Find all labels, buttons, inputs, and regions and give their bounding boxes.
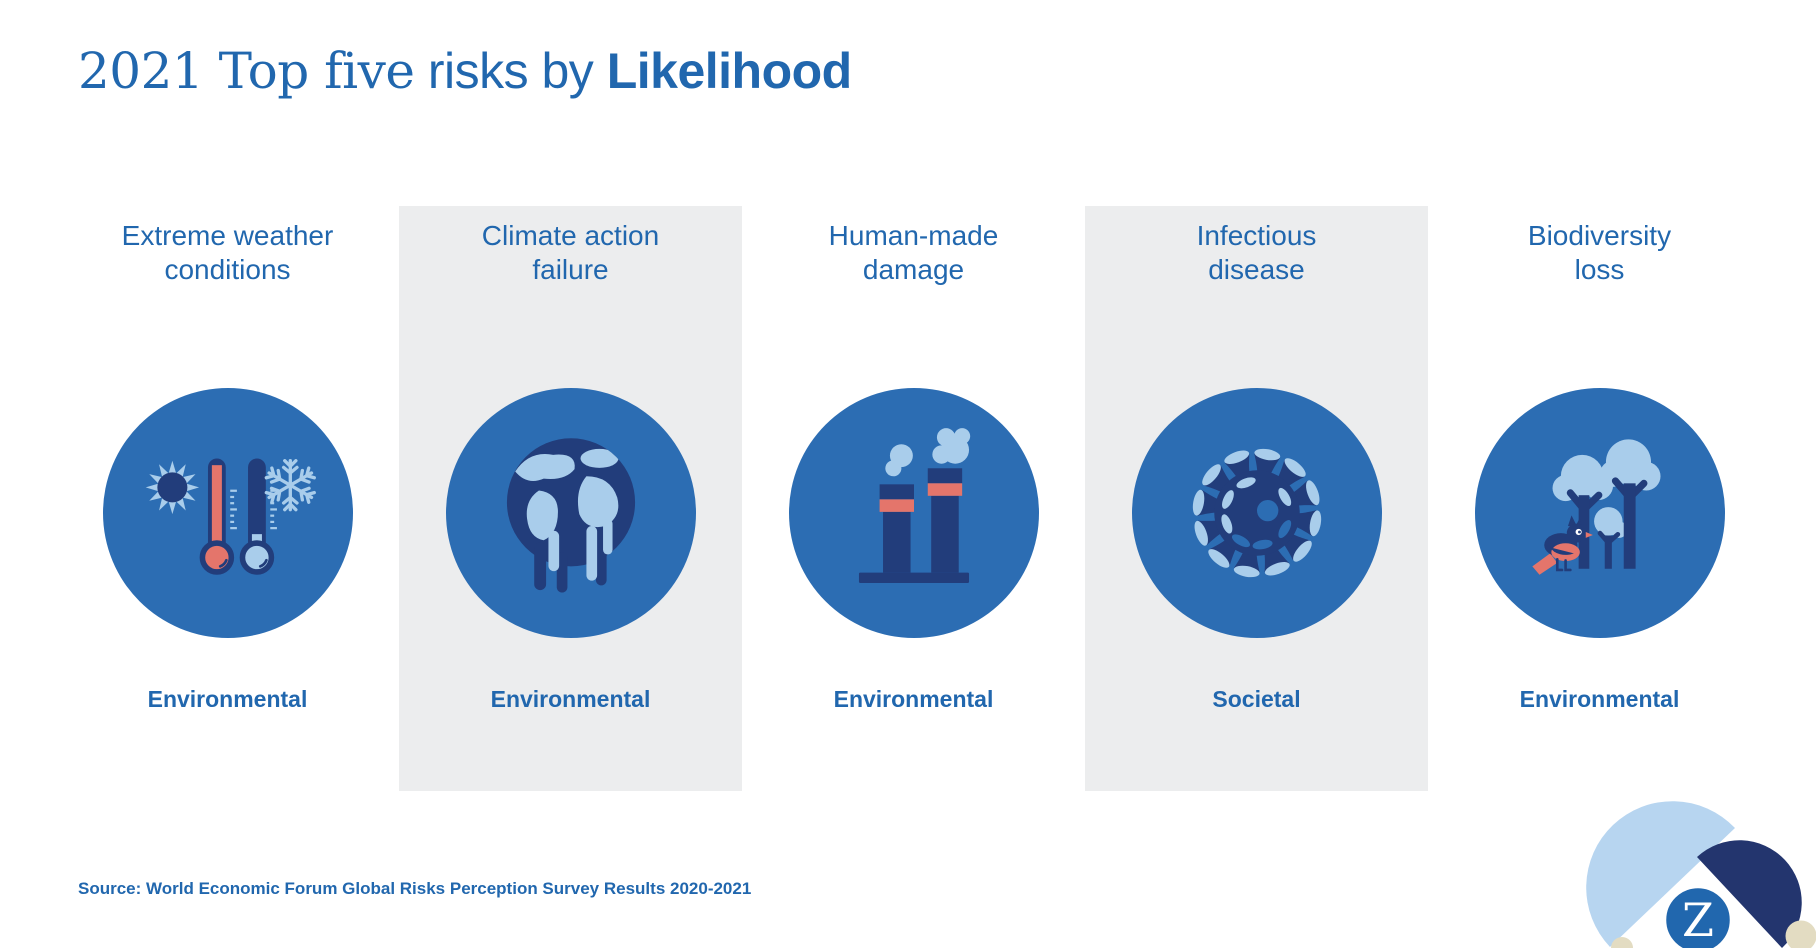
risk-title: Infectious disease <box>1085 219 1428 287</box>
risk-title-line1: Infectious <box>1196 220 1317 251</box>
risk-title: Extreme weather conditions <box>56 219 399 287</box>
risk-title-line1: Biodiversity <box>1527 220 1672 251</box>
risk-title: Biodiversity loss <box>1428 219 1771 287</box>
thermometer-hot-icon <box>199 458 237 575</box>
risk-title-line2: loss <box>1574 254 1625 285</box>
risk-title: Human-made damage <box>742 219 1085 287</box>
page-title-bold-part: Likelihood <box>606 43 853 99</box>
infectious-disease-icon <box>1190 447 1323 579</box>
page-title: 2021 Top five risks by Likelihood <box>78 42 852 100</box>
melting-globe-icon <box>506 438 635 593</box>
risk-icon-circle <box>102 388 353 638</box>
risk-column-extreme-weather: Extreme weather conditions <box>56 0 399 948</box>
virus-icon <box>1190 447 1323 579</box>
risk-icon-circle <box>1131 388 1382 638</box>
risk-title: Climate action failure <box>399 219 742 287</box>
risk-category-label: Environmental <box>490 686 651 712</box>
logo-beige-dot-small <box>1611 937 1633 948</box>
risk-category-label: Environmental <box>147 686 308 712</box>
risk-title-line2: conditions <box>164 254 291 285</box>
risk-column-infectious-disease: Infectious disease <box>1085 0 1428 948</box>
biodiversity-loss-icon <box>1531 439 1661 575</box>
chimney-stacks <box>858 468 969 583</box>
bird-icon <box>1531 515 1593 575</box>
zurich-roundel <box>1663 885 1733 948</box>
page-title-serif-part: 2021 Top five <box>78 42 415 100</box>
source-note: Source: World Economic Forum Global Risk… <box>78 879 752 898</box>
logo-half-disc-shape <box>1697 840 1802 948</box>
risk-column-climate-action-failure: Climate action failure <box>399 0 742 948</box>
zurich-z-letter: Z <box>1682 893 1714 947</box>
sun-icon <box>145 460 199 515</box>
risk-title-line2: failure <box>532 254 609 285</box>
risk-category-label: Environmental <box>833 686 994 712</box>
thermometer-cold-icon <box>239 458 277 575</box>
logo-beige-dot-large <box>1785 920 1816 948</box>
risk-category-label: Environmental <box>1519 686 1680 712</box>
risk-title-line1: Extreme weather <box>121 220 334 251</box>
risk-icon-circle <box>445 388 696 638</box>
zurich-logo-decoration: Z <box>1586 801 1816 948</box>
risk-icon-circle <box>1474 388 1725 638</box>
logo-fan-shape <box>1586 801 1735 947</box>
smoke-clouds <box>884 428 970 477</box>
risk-icon-circle <box>788 388 1039 638</box>
risk-title-line2: damage <box>862 254 965 285</box>
risk-title-line1: Human-made <box>828 220 999 251</box>
risk-category-label: Societal <box>1212 686 1301 712</box>
risk-column-human-made-damage: Human-made damage <box>742 0 1085 948</box>
climate-action-failure-icon <box>506 438 635 593</box>
page-title-sans-part: risks by <box>414 43 607 99</box>
extreme-weather-icon <box>145 458 317 575</box>
risk-column-biodiversity-loss: Biodiversity loss <box>1428 0 1771 948</box>
risk-title-line1: Climate action <box>481 220 660 251</box>
human-made-damage-icon <box>858 428 970 583</box>
snowflake-icon <box>263 459 317 512</box>
risk-title-line2: disease <box>1208 254 1305 285</box>
